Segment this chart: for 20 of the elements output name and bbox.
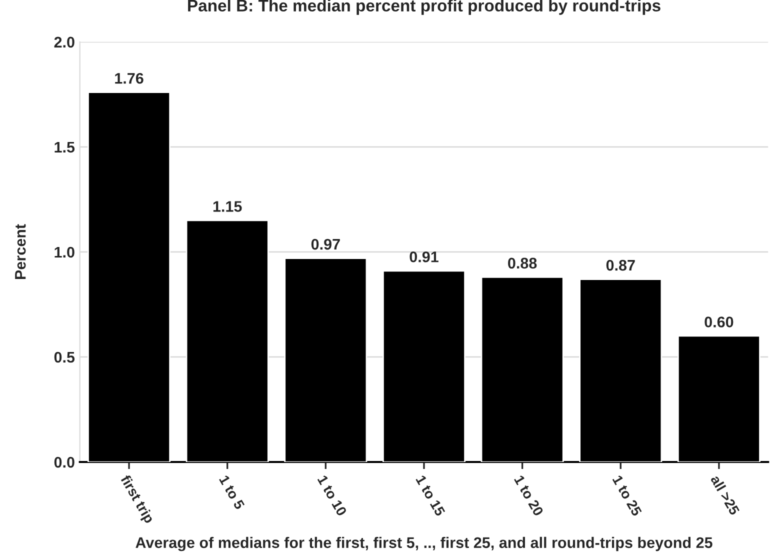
- x-tick-label: 1 to 10: [317, 474, 348, 517]
- y-tick-label: 1.5: [54, 142, 75, 153]
- data-label: 1.76: [115, 72, 144, 84]
- y-axis-title: Percent: [15, 224, 26, 279]
- x-axis-title: Average of medians for the first, first 5, .., first 25, and all round-trips beyond 25: [136, 536, 712, 552]
- data-label: 0.91: [410, 251, 438, 262]
- x-tick-label: 1 to 25: [612, 474, 642, 517]
- x-tick-label: 1 to 5: [218, 474, 245, 510]
- y-tick-label: 0.0: [54, 456, 74, 468]
- x-tick-label: all >25: [710, 474, 740, 516]
- data-label: 0.87: [606, 260, 635, 271]
- y-tick-label: 0.5: [54, 352, 75, 363]
- data-label: 0.97: [311, 238, 340, 250]
- data-label: 0.88: [508, 258, 537, 269]
- data-label: 1.15: [213, 201, 242, 212]
- x-tick-label: 1 to 15: [416, 474, 446, 517]
- y-tick-label: 2.0: [54, 36, 74, 48]
- data-label: 0.60: [704, 316, 734, 328]
- x-tick-label: 1 to 20: [514, 474, 544, 517]
- y-tick-label: 1.0: [54, 246, 74, 258]
